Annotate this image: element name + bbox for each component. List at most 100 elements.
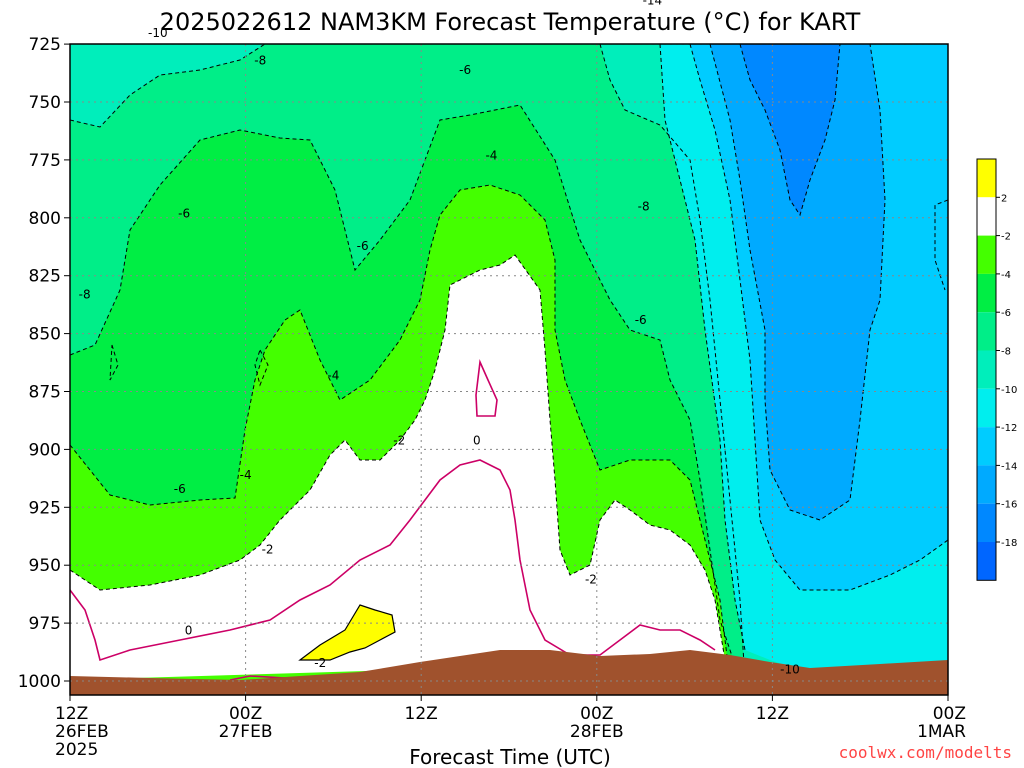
contour-line [934,199,948,291]
colorbar-swatch [977,542,996,581]
x-tick-label: 1MAR [917,722,966,742]
zero-contours [70,359,716,681]
contour-label-text: -6 [178,206,190,220]
zero-contour-line [70,459,716,662]
zero-contour-line [229,675,286,681]
contour-label: -2 [393,433,405,447]
colorbar-swatch [977,159,996,198]
terrain [70,650,948,695]
y-tick-label: 725 [29,35,61,55]
contour-line [70,254,726,661]
band-fill-minus-4 [70,185,730,680]
colorbar-swatch [977,235,996,274]
contour-label: -14 [643,0,663,7]
contour-label: -2 [262,542,274,556]
contour-label-text: -6 [357,239,369,253]
contour-label: -4 [240,468,252,482]
contour-line [739,44,841,217]
colorbar-swatch [977,273,996,313]
contour-label: -10 [780,663,800,677]
colorbar-frame [976,158,997,581]
chart-title: 2025022612 NAM3KM Forecast Temperature (… [160,8,861,36]
x-tick-label: 00Z [229,704,262,724]
contour-label: -6 [174,482,186,496]
y-tick-label: 1000 [18,672,61,692]
contour-label-text: -2 [314,656,326,670]
y-tick-label: 900 [29,440,61,460]
y-tick-label: 925 [29,498,61,518]
contour-label: -10 [148,26,168,40]
band-fill-minus-18 [740,44,840,215]
contour-label-text: -2 [393,433,405,447]
y-axis: 725 750 775 800 825 850 875 900 925 950 975 1000 [18,35,70,692]
colorbar-swatch [977,388,996,428]
contour-label: -8 [79,288,91,302]
colorbar: 2 -2 -4 -6 -8 -10 -12 -14 -16 -18 [976,158,1017,581]
y-tick-label: 775 [29,151,61,171]
x-tick-label: 28FEB [570,722,624,742]
contour-label-text: -14 [643,0,663,7]
x-axis-label: Forecast Time (UTC) [409,745,611,768]
contour-label: -6 [357,239,369,253]
contour-label: -2 [585,572,597,586]
contour-label-text: -4 [327,369,339,383]
contour-label-text: -2 [262,542,274,556]
contour-label-text: -8 [254,54,266,68]
y-tick-label: 825 [29,267,61,287]
contour-label-text: -10 [780,663,800,677]
x-tick-label: 27FEB [219,722,273,742]
colorbar-label: -16 [1001,500,1017,511]
contour-label-text: -8 [79,288,91,302]
contour-label: -4 [327,369,339,383]
x-tick-label: 2025 [55,740,98,760]
colorbar-swatch [977,350,996,389]
x-tick-label: 00Z [580,704,613,724]
gridlines [70,43,948,695]
contour-label-text: 0 [473,433,481,447]
contour-line [599,44,746,681]
y-tick-label: 750 [29,93,61,113]
y-tick-label: 800 [29,209,61,229]
colorbar-label: -4 [1001,270,1011,281]
contour-label-text: 0 [185,623,193,637]
contour-label: 0 [473,433,481,447]
contour-label-text: -6 [635,313,647,327]
contour-line [709,44,886,521]
contour-label-text: -6 [459,63,471,77]
plot-area [70,44,948,695]
plus-2-contour-line [298,604,396,661]
contour-label: -6 [635,313,647,327]
zero-contour-line [475,359,498,417]
y-tick-label: 875 [29,383,61,403]
y-tick-label: 850 [29,325,61,345]
contour-lines [70,44,948,681]
contour-line [109,344,119,381]
x-tick-label: 12Z [55,704,88,724]
contour-label: -8 [254,54,266,68]
x-tick-label: 12Z [756,704,789,724]
contour-label-text: -2 [585,572,597,586]
contour-label: -8 [638,200,650,214]
band-fill-minus-16 [710,44,885,520]
contour-label: -2 [314,656,326,670]
contour-line [659,44,746,651]
contour-label: -6 [178,206,190,220]
colorbar-swatch [977,312,996,351]
contour-line [70,44,266,128]
band-fill-minus-2 [70,255,725,680]
contour-line [254,348,269,387]
contour-label: -4 [485,149,497,163]
colorbar-swatch [977,465,996,504]
y-tick-label: 975 [29,614,61,634]
colorbar-label: -2 [1001,232,1011,243]
x-tick-label: 26FEB [55,722,109,742]
y-tick-label: 950 [29,556,61,576]
contour-label-text: -6 [174,482,186,496]
contour-labels: -14 -10 -8 -6 -4 -8 -6 -6 -8 -6 -4 -2 0 -4 -6 -2 -2 0 -2 -1… [79,0,800,677]
contour-label: 0 [185,623,193,637]
contour-label: -6 [459,63,471,77]
x-tick-label: 00Z [933,704,966,724]
contour-line [70,104,741,681]
